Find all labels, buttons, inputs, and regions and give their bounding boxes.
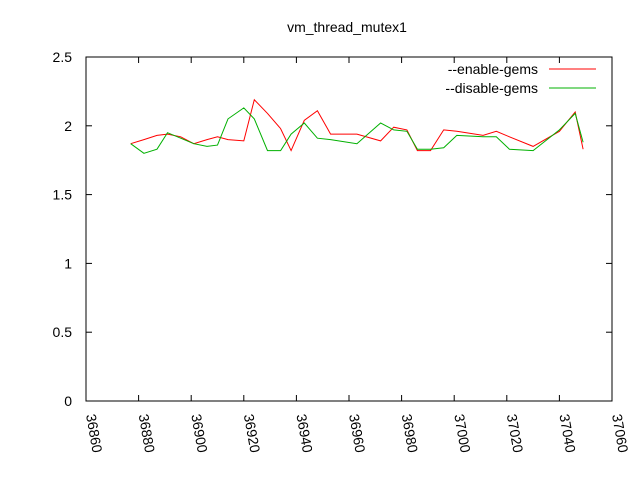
- y-tick-label: 2: [64, 118, 72, 134]
- chart-title: vm_thread_mutex1: [287, 19, 407, 35]
- x-tick-label: 36920: [241, 413, 264, 454]
- x-tick-label: 36940: [293, 413, 316, 454]
- x-tick-label: 37020: [504, 413, 527, 454]
- plot-frame: [85, 56, 613, 402]
- y-axis: 0 0.5 1 1.5 2 2.5: [53, 49, 612, 409]
- x-tick-label: 37060: [609, 413, 632, 454]
- y-tick-label: 0.5: [53, 324, 73, 340]
- x-tick-label: 37000: [451, 413, 474, 454]
- y-tick-label: 1.5: [53, 187, 73, 203]
- legend-label: --enable-gems: [448, 61, 538, 77]
- x-tick-label: 36860: [83, 413, 106, 454]
- x-tick-label: 36900: [188, 413, 211, 454]
- legend: --enable-gems --disable-gems: [445, 61, 596, 96]
- x-tick-label: 36980: [399, 413, 422, 454]
- series-lines: [130, 98, 584, 154]
- series-line-disable-gems: [130, 107, 584, 154]
- x-axis: 36860 36880 36900 36920 36940 36960 36980 37000…: [83, 57, 632, 454]
- legend-label: --disable-gems: [445, 80, 538, 96]
- y-tick-label: 2.5: [53, 49, 73, 65]
- x-tick-label: 36880: [136, 413, 159, 454]
- x-tick-label: 37040: [556, 413, 579, 454]
- series-line-enable-gems: [130, 98, 584, 152]
- x-tick-label: 36960: [346, 413, 369, 454]
- y-tick-label: 1: [64, 255, 72, 271]
- y-tick-label: 0: [64, 393, 72, 409]
